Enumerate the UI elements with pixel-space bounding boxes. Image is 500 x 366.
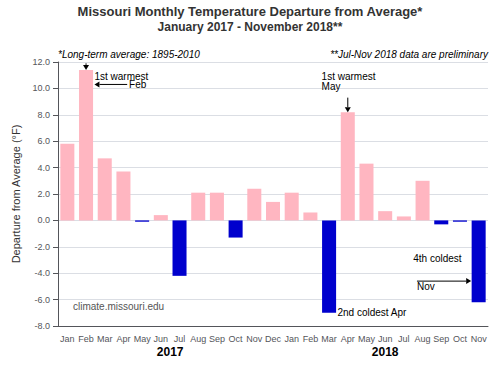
svg-text:climate.missouri.edu: climate.missouri.edu xyxy=(73,301,164,312)
svg-text:May: May xyxy=(322,81,341,92)
svg-text:-6.0: -6.0 xyxy=(34,295,50,305)
svg-text:4th coldest: 4th coldest xyxy=(413,253,462,264)
svg-text:Oct: Oct xyxy=(453,334,468,344)
svg-text:Nov: Nov xyxy=(246,334,263,344)
svg-text:January 2017 - November 2018**: January 2017 - November 2018** xyxy=(158,20,343,34)
svg-text:Jan: Jan xyxy=(284,334,299,344)
svg-text:Feb: Feb xyxy=(78,334,94,344)
svg-text:Feb: Feb xyxy=(129,79,147,90)
svg-text:8.0: 8.0 xyxy=(37,110,50,120)
svg-text:Sep: Sep xyxy=(433,334,449,344)
svg-text:2.0: 2.0 xyxy=(37,189,50,199)
svg-text:Jul: Jul xyxy=(174,334,186,344)
svg-text:2nd coldest Apr: 2nd coldest Apr xyxy=(338,307,408,318)
svg-text:*Long-term average: 1895-2010: *Long-term average: 1895-2010 xyxy=(58,49,200,60)
svg-text:Aug: Aug xyxy=(190,334,206,344)
svg-text:-4.0: -4.0 xyxy=(34,268,50,278)
svg-text:Oct: Oct xyxy=(229,334,244,344)
svg-text:Departure from Average (°F): Departure from Average (°F) xyxy=(10,125,22,264)
svg-text:6.0: 6.0 xyxy=(37,136,50,146)
svg-text:Mar: Mar xyxy=(321,334,337,344)
svg-text:Sep: Sep xyxy=(209,334,225,344)
svg-text:4.0: 4.0 xyxy=(37,163,50,173)
svg-text:Jan: Jan xyxy=(60,334,75,344)
svg-text:Mar: Mar xyxy=(97,334,113,344)
svg-text:0.0: 0.0 xyxy=(37,215,50,225)
svg-text:1st warmest: 1st warmest xyxy=(321,71,376,83)
svg-text:Jun: Jun xyxy=(154,334,169,344)
svg-text:2017: 2017 xyxy=(157,345,184,359)
svg-text:Jul: Jul xyxy=(398,334,410,344)
svg-text:-8.0: -8.0 xyxy=(34,321,50,331)
svg-text:2018: 2018 xyxy=(372,345,399,359)
svg-text:-2.0: -2.0 xyxy=(34,242,50,252)
svg-text:Nov: Nov xyxy=(417,281,435,292)
svg-text:May: May xyxy=(358,334,376,344)
svg-text:12.0: 12.0 xyxy=(32,57,50,67)
svg-text:Apr: Apr xyxy=(116,334,130,344)
svg-text:Apr: Apr xyxy=(341,334,355,344)
svg-text:1st warmest: 1st warmest xyxy=(94,71,149,83)
svg-text:Nov: Nov xyxy=(471,334,488,344)
svg-text:Dec: Dec xyxy=(265,334,282,344)
svg-text:**Jul-Nov 2018 data are prelim: **Jul-Nov 2018 data are preliminary xyxy=(330,49,489,60)
svg-text:Jun: Jun xyxy=(378,334,393,344)
svg-text:10.0: 10.0 xyxy=(32,83,50,93)
svg-text:Aug: Aug xyxy=(415,334,431,344)
svg-text:Feb: Feb xyxy=(303,334,319,344)
svg-text:May: May xyxy=(134,334,152,344)
svg-text:Missouri Monthly Temperature D: Missouri Monthly Temperature Departure f… xyxy=(78,4,424,19)
